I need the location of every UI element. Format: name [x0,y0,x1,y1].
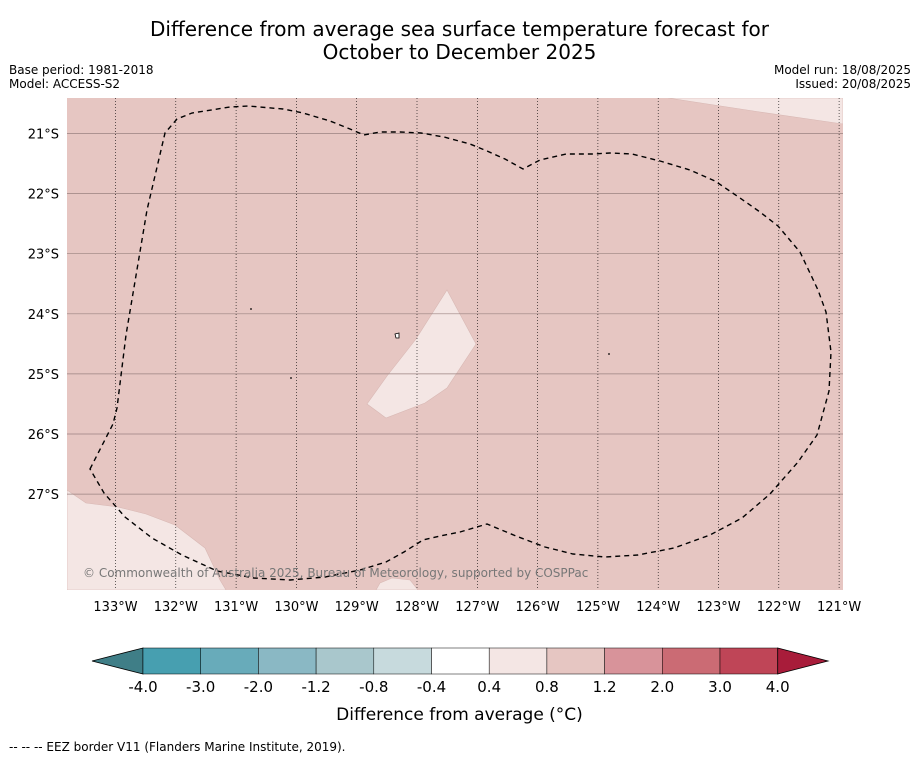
anomaly-region-0p4-0p8-southwest [67,489,227,590]
longitude-label: 121°W [817,600,861,615]
base-period-text: Base period: 1981-2018 [9,63,154,77]
colorbar-tick-label: -4.0 [128,678,157,696]
colorbar-segment [142,647,201,675]
colorbar-tick-label: 1.2 [593,678,617,696]
colorbar-tick-label: -1.2 [301,678,330,696]
longitude-label: 124°W [636,600,680,615]
anomaly-region-0p4-0p8-northeast [667,98,843,125]
longitude-label: 129°W [335,600,379,615]
meta-right: Model run: 18/08/2025 Issued: 20/08/2025 [774,63,911,91]
colorbar: -4.0 -3.0 -2.0 -1.2 -0.8 -0.4 0.4 0.8 1.2 2.0 3.0 4… [91,647,830,696]
meta-left: Base period: 1981-2018 Model: ACCESS-S2 [9,63,154,91]
latitude-label: 22°S [28,188,59,203]
longitude-labels: 133°W 132°W 131°W 130°W 129°W 128°W 127°W 126°W… [93,600,861,615]
colorbar-segment [315,647,375,675]
colorbar-segment [200,647,259,675]
map-plot-area: © Commonwealth of Australia 2025, Bureau… [67,98,843,590]
latitude-label: 23°S [28,248,59,263]
colorbar-segment [546,647,605,675]
latitude-label: 27°S [28,488,59,503]
colorbar-tick-label: -0.4 [417,678,446,696]
latitude-label: 24°S [28,308,59,323]
longitude-label: 127°W [455,600,499,615]
colorbar-segment [719,647,778,675]
latitude-labels: 21°S 22°S 23°S 24°S 25°S 26°S 27°S [28,128,59,504]
island-marker-4 [608,353,610,355]
colorbar-segment [258,647,317,675]
colorbar-segment [373,647,432,675]
longitude-label: 130°W [274,600,318,615]
model-text: Model: ACCESS-S2 [9,77,121,91]
colorbar-extension-high [777,647,830,675]
colorbar-extension-low [91,647,144,675]
longitude-label: 132°W [154,600,198,615]
latitude-label: 21°S [28,128,59,143]
copyright-text: © Commonwealth of Australia 2025, Bureau… [83,566,588,580]
footnote: -- -- -- EEZ border V11 (Flanders Marine… [9,740,346,754]
colorbar-tick-label: 0.8 [535,678,559,696]
colorbar-title: Difference from average (°C) [336,705,583,725]
longitude-label: 131°W [214,600,258,615]
island-marker-1 [394,332,400,339]
colorbar-tick-label: -2.0 [244,678,273,696]
longitude-label: 122°W [757,600,801,615]
issued-text: Issued: 20/08/2025 [795,77,911,91]
anomaly-region-0p4-0p8-bottom [375,577,419,590]
colorbar-tick-label: -3.0 [186,678,215,696]
latitude-label: 26°S [28,428,59,443]
longitude-label: 133°W [93,600,137,615]
latitude-label: 25°S [28,368,59,383]
colorbar-tick-label: 3.0 [708,678,732,696]
colorbar-tick-label: 4.0 [766,678,790,696]
island-marker-3 [290,377,292,379]
longitude-label: 126°W [516,600,560,615]
colorbar-segment [488,647,548,675]
longitude-label: 128°W [395,600,439,615]
longitude-label: 123°W [696,600,740,615]
anomaly-region-0p4-0p8-center [366,289,477,419]
eez-border [89,105,832,581]
longitude-label: 125°W [576,600,620,615]
colorbar-tick-label: 2.0 [650,678,674,696]
colorbar-tick-label: -0.8 [359,678,388,696]
colorbar-tick-label: 0.4 [477,678,501,696]
chart-title: Difference from average sea surface temp… [0,18,919,64]
colorbar-segment [662,647,721,675]
colorbar-segment [604,647,663,675]
colorbar-segment [431,647,490,675]
island-marker-2 [250,308,252,310]
title-line-1: Difference from average sea surface temp… [149,17,769,41]
model-run-text: Model run: 18/08/2025 [773,63,911,77]
graticule [67,98,843,590]
title-line-2: October to December 2025 [322,40,597,64]
